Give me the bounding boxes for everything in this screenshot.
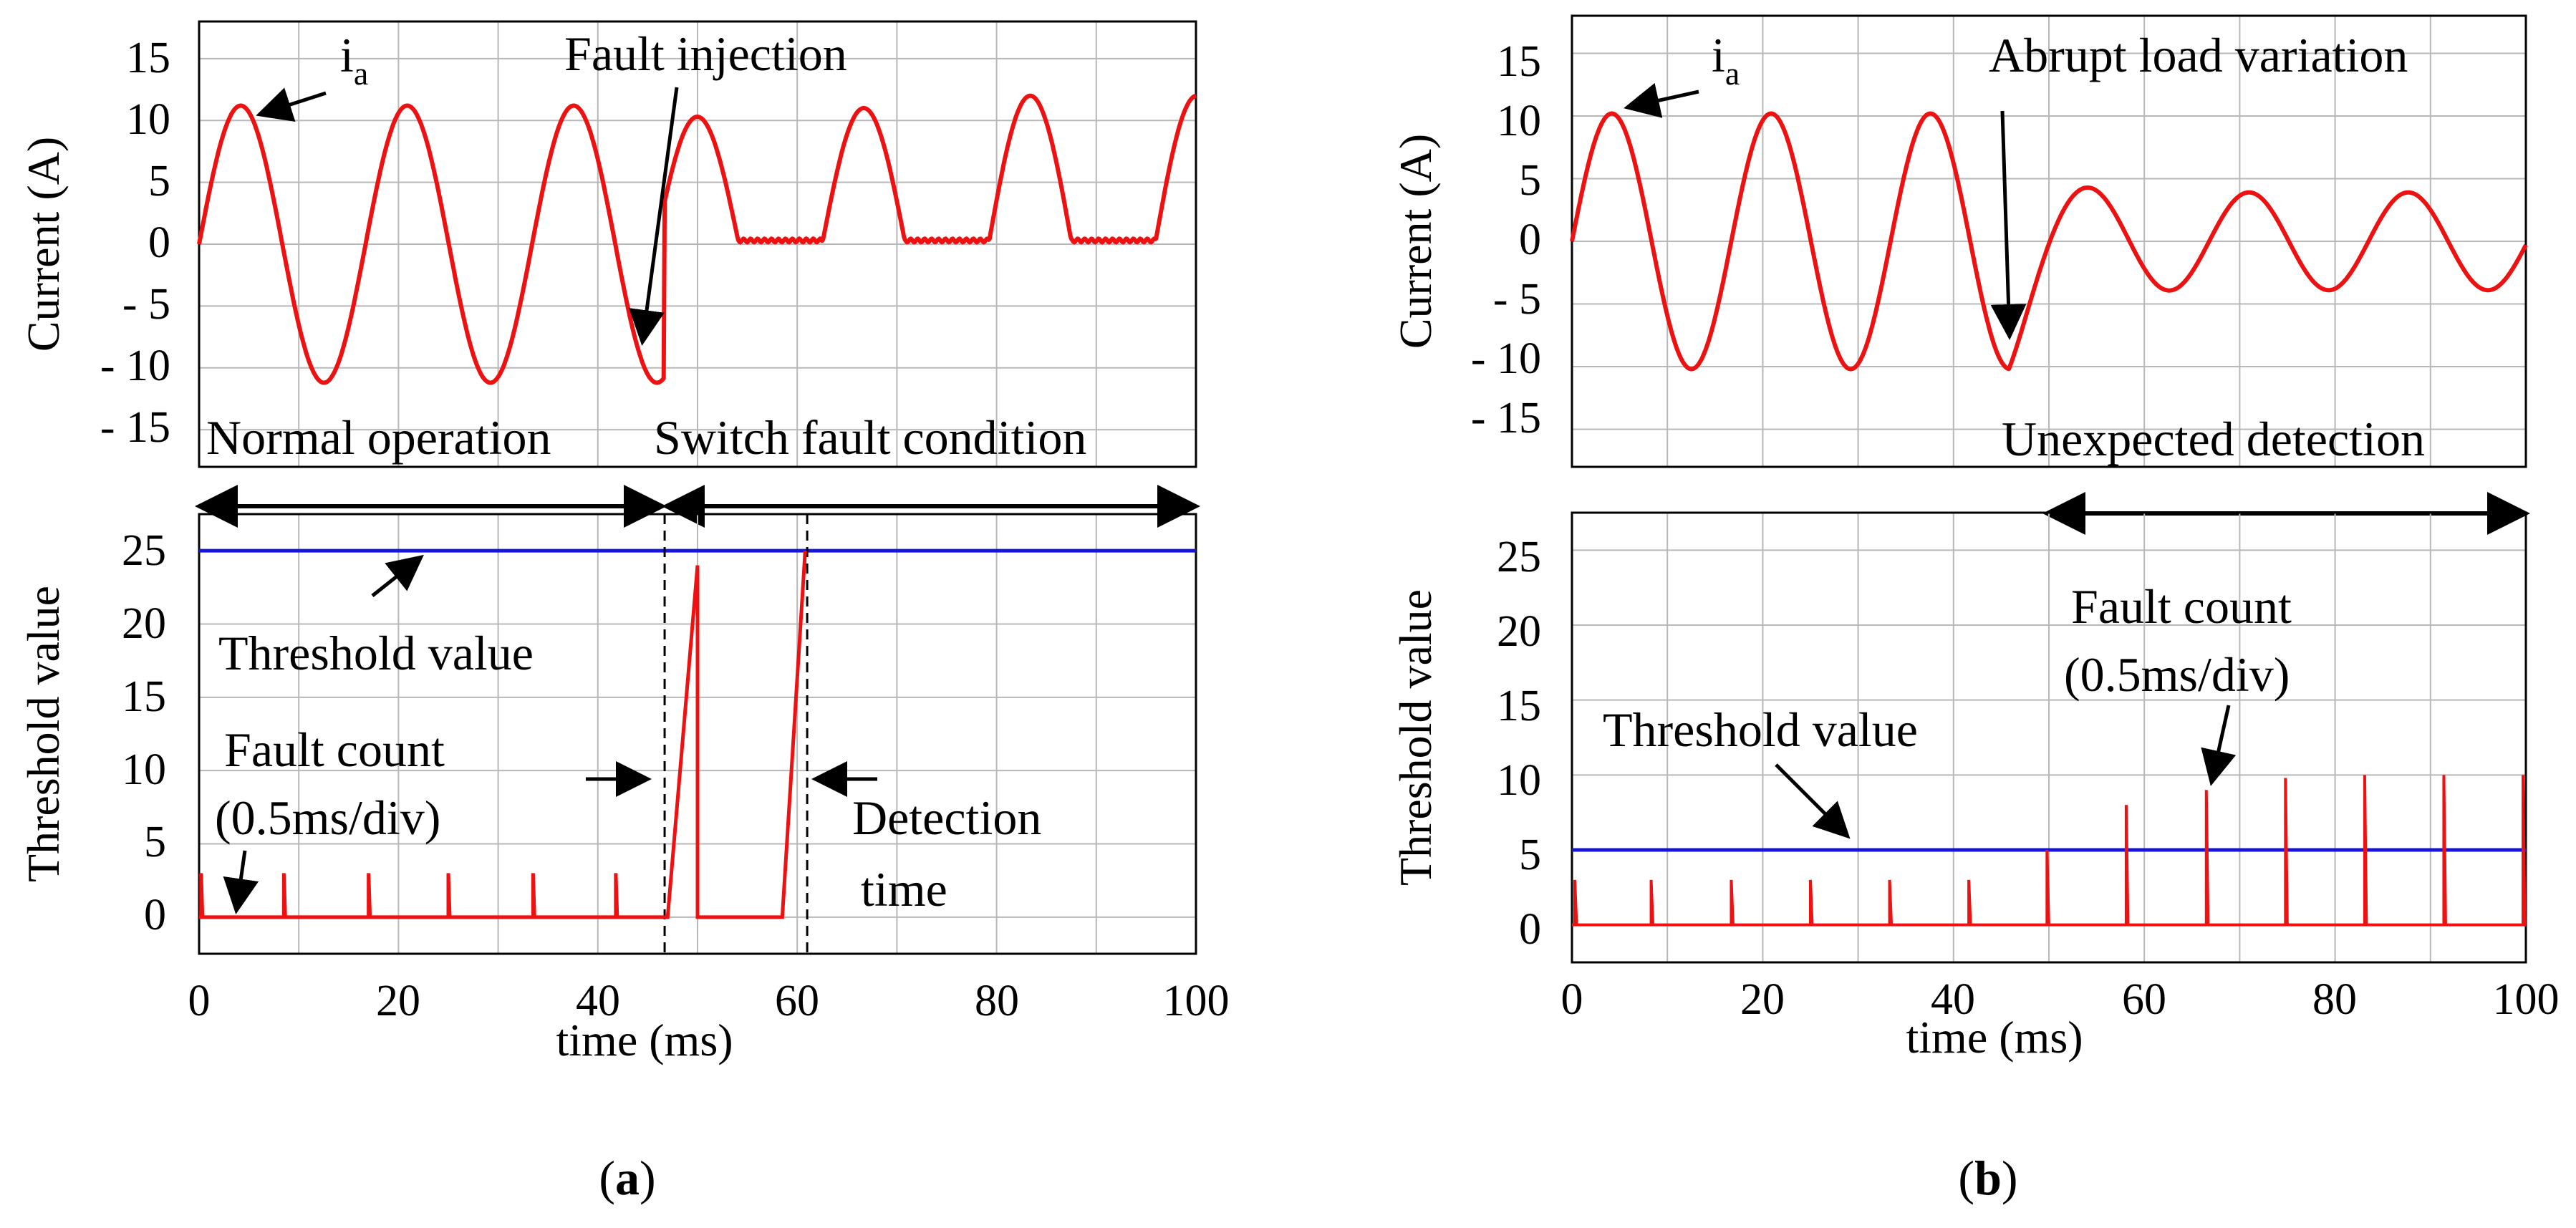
y-tick-label: 20 (122, 599, 166, 648)
y-tick-label: 0 (144, 891, 166, 939)
y-tick-label: 25 (1497, 533, 1541, 581)
x-tick-label: 80 (975, 977, 1019, 1025)
abrupt-load-arrow (1990, 110, 2027, 340)
x-tick-label: 0 (1561, 975, 1583, 1024)
x-tick-label: 40 (1931, 975, 1975, 1024)
panel-b-bottom: 25 20 15 10 5 0 0 20 40 60 80 100 time (… (1390, 511, 2560, 1063)
switch-fault-label: Switch fault condition (654, 410, 1086, 465)
fault-count-label: Fault count (224, 722, 445, 777)
x-tick-labels: 0 20 40 60 80 100 (1561, 975, 2560, 1024)
y-tick-label: 15 (126, 34, 170, 82)
y-tick-labels: 15 10 5 0 - 5 - 10 - 15 (100, 34, 170, 452)
y-tick-label: 0 (1519, 216, 1541, 264)
abrupt-load-label: Abrupt load variation (1989, 28, 2408, 82)
y-tick-label: 0 (1519, 905, 1541, 954)
threshold-value-label: Threshold value (218, 626, 534, 680)
y-tick-label: 10 (122, 745, 166, 794)
y-tick-label: - 5 (122, 280, 170, 329)
y-tick-label: 10 (126, 95, 170, 144)
y-tick-label: 15 (122, 672, 166, 721)
y-tick-labels: 25 20 15 10 5 0 (1497, 533, 1541, 954)
y-axis-label: Current (A) (18, 137, 69, 352)
panel-b-top: 15 10 5 0 - 5 - 10 - 15 Current (A) ia A… (1390, 14, 2528, 468)
x-tick-label: 60 (775, 977, 819, 1025)
fault-injection-label: Fault injection (564, 26, 847, 81)
threshold-value-label: Threshold value (1603, 702, 1918, 757)
series-ia-line (197, 93, 1197, 385)
y-axis-label: Threshold value (1390, 589, 1441, 886)
x-tick-label: 100 (2493, 975, 2560, 1024)
ia-arrow (1624, 82, 1699, 118)
panel-a-label: (a) (599, 1151, 655, 1205)
fault-injection-arrow (629, 87, 679, 346)
fault-count-arrow (223, 850, 259, 914)
x-axis-label: time (ms) (556, 1015, 733, 1065)
normal-operation-label: Normal operation (206, 410, 551, 465)
y-tick-label: 10 (1497, 97, 1541, 145)
x-tick-label: 80 (2312, 975, 2357, 1024)
x-tick-label: 20 (1740, 975, 1785, 1024)
y-axis-label: Current (A) (1390, 134, 1441, 349)
panel-b-label: (b) (1958, 1151, 2017, 1205)
y-tick-label: 5 (1519, 156, 1541, 205)
threshold-arrow (371, 554, 424, 597)
ia-label: ia (1712, 28, 1740, 92)
y-tick-label: 15 (1497, 682, 1541, 730)
y-tick-label: - 15 (100, 403, 170, 452)
y-tick-label: 25 (122, 526, 166, 575)
panel-a-top: 15 10 5 0 - 5 - 10 - 15 Current (A) ia F… (18, 20, 1197, 468)
panel-a-bottom: 25 20 15 10 5 0 0 20 40 60 80 100 time (… (18, 513, 1230, 1065)
y-tick-label: 0 (148, 218, 170, 267)
y-tick-label: 5 (1519, 831, 1541, 879)
y-tick-label: 20 (1497, 607, 1541, 656)
series-ia-line (1570, 111, 2528, 372)
fault-count-resolution-label: (0.5ms/div) (215, 791, 440, 845)
x-tick-label: 40 (576, 977, 620, 1025)
fault-count-label: Fault count (2071, 579, 2292, 634)
y-tick-label: 15 (1497, 37, 1541, 86)
y-tick-label: - 10 (1471, 334, 1541, 383)
fault-count-line (199, 551, 807, 919)
y-tick-label: 5 (148, 157, 170, 206)
y-tick-labels: 25 20 15 10 5 0 (122, 526, 166, 939)
y-tick-labels: 15 10 5 0 - 5 - 10 - 15 (1471, 37, 1541, 443)
detection-time-label: time (861, 862, 947, 917)
fault-count-arrow (2201, 705, 2237, 786)
x-tick-label: 60 (2122, 975, 2166, 1024)
gridlines (1572, 16, 2526, 467)
y-tick-label: - 5 (1493, 275, 1541, 324)
x-tick-label: 0 (188, 977, 211, 1025)
x-axis-label: time (ms) (1906, 1012, 2083, 1063)
fault-count-resolution-label: (0.5ms/div) (2064, 647, 2290, 702)
detection-label: Detection (852, 791, 1041, 845)
ia-label: ia (340, 28, 368, 92)
x-tick-labels: 0 20 40 60 80 100 (188, 977, 1230, 1025)
y-axis-label: Threshold value (18, 586, 69, 882)
unexpected-detection-label: Unexpected detection (2002, 412, 2425, 466)
y-tick-label: 5 (144, 818, 166, 866)
plot-frame (1571, 511, 2527, 964)
threshold-arrow (1775, 763, 1851, 839)
x-tick-label: 100 (1163, 977, 1230, 1025)
x-tick-label: 20 (376, 977, 420, 1025)
y-tick-label: - 15 (1471, 394, 1541, 443)
y-tick-label: 10 (1497, 756, 1541, 805)
fault-count-line (1572, 775, 2527, 927)
ia-arrow (256, 87, 327, 122)
gridlines (199, 21, 1196, 467)
plot-frame (198, 513, 1197, 955)
y-tick-label: - 10 (100, 342, 170, 390)
